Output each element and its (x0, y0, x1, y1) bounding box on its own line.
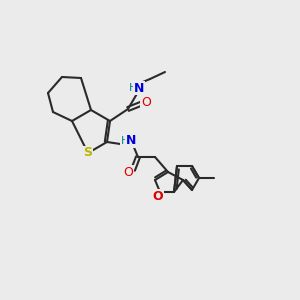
Text: S: S (83, 146, 92, 160)
Text: H: H (129, 83, 137, 93)
Text: O: O (123, 166, 133, 178)
Text: N: N (134, 82, 144, 94)
Text: O: O (153, 190, 163, 202)
Text: H: H (121, 136, 129, 146)
Text: O: O (141, 97, 151, 110)
Text: N: N (126, 134, 136, 148)
